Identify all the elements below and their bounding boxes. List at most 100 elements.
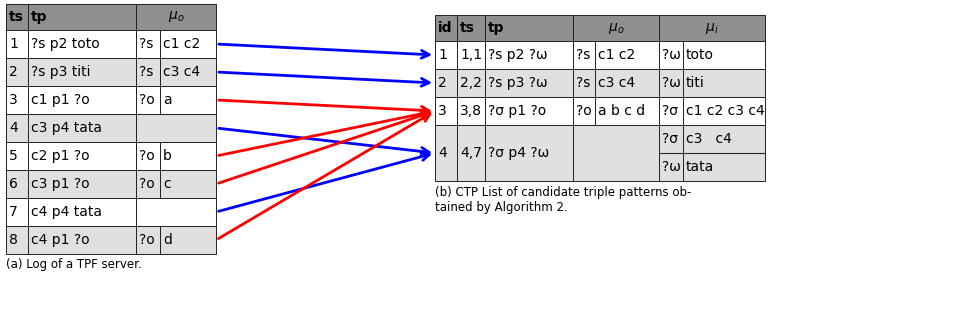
Bar [485,15,573,41]
Bar [136,226,160,254]
Text: 3: 3 [438,104,447,118]
Text: ?ω: ?ω [662,76,681,90]
Text: c4 p1 ?o: c4 p1 ?o [31,233,90,247]
Bar [485,97,573,125]
Text: 1,1: 1,1 [460,48,482,62]
Text: tp: tp [31,10,47,24]
Text: (a) Log of a TPF server.: (a) Log of a TPF server. [6,258,142,271]
Bar [28,58,136,86]
Text: 1: 1 [438,48,447,62]
Text: 2: 2 [438,76,447,90]
Text: ?s: ?s [576,76,590,90]
Bar [659,97,683,125]
Text: ?s: ?s [139,65,153,79]
Bar [160,86,216,114]
Text: ?s p3 titi: ?s p3 titi [31,65,91,79]
Text: 7: 7 [9,205,17,219]
Bar [457,15,485,41]
Bar [28,142,136,170]
Bar [136,58,160,86]
Text: d: d [163,233,171,247]
Bar [6,86,28,114]
Bar [457,97,485,125]
Text: ?ω: ?ω [662,48,681,62]
Bar [136,198,216,226]
Bar [160,30,216,58]
Text: 5: 5 [9,149,17,163]
Text: ?o: ?o [139,177,155,191]
Text: c3   c4: c3 c4 [686,132,732,146]
Bar [136,170,160,198]
Text: $\mu_o$: $\mu_o$ [168,9,184,25]
Bar [136,86,160,114]
Text: 2: 2 [9,65,17,79]
Bar [28,114,136,142]
Text: 3: 3 [9,93,17,107]
Bar [595,97,659,125]
Text: tp: tp [488,21,505,35]
Bar [6,114,28,142]
Bar [28,226,136,254]
Bar [160,170,216,198]
Bar [28,30,136,58]
Bar [659,153,683,181]
Bar [6,30,28,58]
Bar [160,226,216,254]
Text: ?o: ?o [139,93,155,107]
Text: ?s: ?s [576,48,590,62]
Text: ?σ p4 ?ω: ?σ p4 ?ω [488,146,549,160]
Bar [136,30,160,58]
Bar [136,4,216,30]
Bar [659,69,683,97]
Text: 6: 6 [9,177,18,191]
Bar [6,142,28,170]
Bar [573,41,595,69]
Bar [595,69,659,97]
Bar [136,114,216,142]
Text: c: c [163,177,170,191]
Bar [28,4,136,30]
Bar [435,41,457,69]
Text: ?σ p1 ?o: ?σ p1 ?o [488,104,546,118]
Text: 3,8: 3,8 [460,104,482,118]
Text: ts: ts [9,10,24,24]
Text: ?o: ?o [139,233,155,247]
Text: ?σ: ?σ [662,132,678,146]
Bar [573,69,595,97]
Text: titi: titi [686,76,705,90]
Text: ?o: ?o [576,104,591,118]
Text: ?s p2 ?ω: ?s p2 ?ω [488,48,548,62]
Text: c3 c4: c3 c4 [163,65,200,79]
Bar [485,125,573,181]
Bar [435,125,457,181]
Bar [6,4,28,30]
Bar [160,142,216,170]
Bar [659,15,765,41]
Text: c3 c4: c3 c4 [598,76,636,90]
Text: a: a [163,93,171,107]
Bar [28,170,136,198]
Text: tata: tata [686,160,715,174]
Text: $\mu_o$: $\mu_o$ [608,20,624,36]
Text: ?o: ?o [139,149,155,163]
Text: ?s p2 toto: ?s p2 toto [31,37,100,51]
Bar [659,41,683,69]
Text: c3 p1 ?o: c3 p1 ?o [31,177,90,191]
Bar [595,41,659,69]
Bar [683,153,765,181]
Bar [683,125,765,153]
Bar [683,97,765,125]
Bar [457,69,485,97]
Bar [435,97,457,125]
Text: ?s p3 ?ω: ?s p3 ?ω [488,76,548,90]
Bar [28,86,136,114]
Text: b: b [163,149,171,163]
Text: 4: 4 [9,121,17,135]
Bar [457,125,485,181]
Bar [6,198,28,226]
Bar [136,142,160,170]
Bar [485,41,573,69]
Text: c1 c2: c1 c2 [163,37,200,51]
Text: id: id [438,21,453,35]
Text: toto: toto [686,48,714,62]
